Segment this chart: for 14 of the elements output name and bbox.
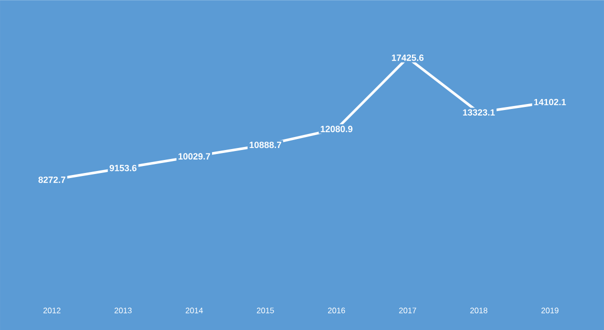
data-label: 17425.6 — [392, 54, 424, 61]
data-label: 13323.1 — [463, 109, 495, 116]
x-tick-label: 2013 — [114, 308, 132, 314]
x-tick-label: 2017 — [399, 308, 416, 314]
x-tick-label: 2014 — [186, 308, 203, 314]
x-tick-label: 2018 — [470, 308, 488, 314]
data-label: 10029.7 — [178, 153, 210, 160]
x-tick-label: 2015 — [256, 308, 274, 314]
x-tick-label: 2016 — [328, 308, 346, 314]
data-label: 14102.1 — [534, 98, 566, 106]
data-label: 12080.9 — [320, 126, 352, 132]
x-tick-label: 2019 — [541, 308, 558, 314]
data-label: 10888.7 — [250, 142, 282, 148]
x-tick-label: 2012 — [43, 308, 60, 314]
